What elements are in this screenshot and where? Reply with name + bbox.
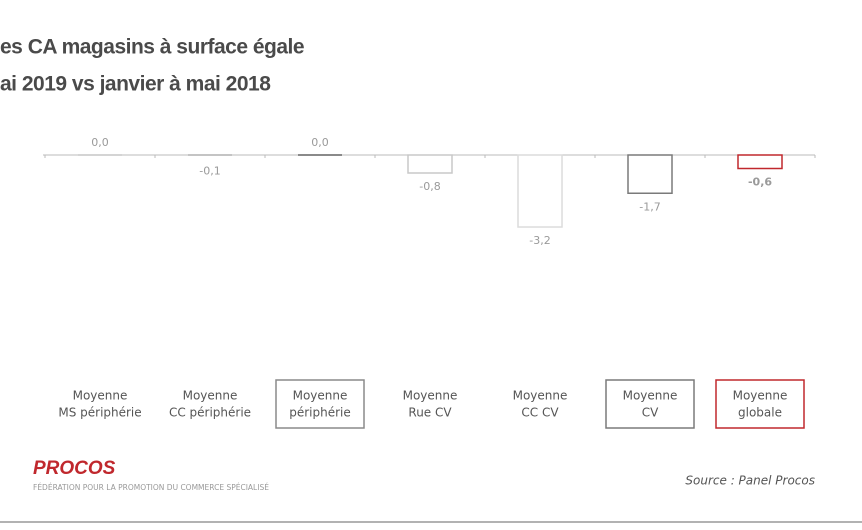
x-tick-label: CC périphérie [169,406,251,420]
bar [188,154,232,156]
value-label: 0,0 [311,136,329,149]
x-tick-label: Moyenne [73,389,128,403]
bar [78,154,122,156]
bar [298,154,342,156]
category-box [605,379,695,429]
x-tick-label: CV [642,406,659,420]
value-label: -0,8 [419,180,440,193]
x-tick-label: Moyenne [733,389,788,403]
bar [627,154,673,194]
bar [407,154,453,174]
x-tick-label: Moyenne [293,389,348,403]
value-label: -1,7 [639,200,660,213]
bar [517,154,563,228]
x-tick-label: Moyenne [183,389,238,403]
x-tick-label: Moyenne [403,389,458,403]
value-label: -3,2 [529,234,550,247]
x-tick-label: Rue CV [408,406,452,420]
bar [737,154,783,170]
value-label: -0,6 [748,176,772,189]
chart-subtitle: ai 2019 vs janvier à mai 2018 [0,73,271,96]
x-tick-label: globale [738,406,782,420]
category-box [275,379,365,429]
logo: PROCOS [33,458,116,479]
x-tick-label: MS périphérie [58,406,141,420]
x-tick-label: Moyenne [513,389,568,403]
chart-title: es CA magasins à surface égale [0,36,304,59]
x-tick-label: CC CV [521,406,559,420]
source: Source : Panel Procos [685,474,815,488]
category-box [715,379,805,429]
x-tick-label: périphérie [289,406,351,420]
value-label: 0,0 [91,136,109,149]
value-label: -0,1 [199,164,220,177]
logo-subtitle: FÉDÉRATION POUR LA PROMOTION DU COMMERCE… [33,483,269,492]
x-tick-label: Moyenne [623,389,678,403]
